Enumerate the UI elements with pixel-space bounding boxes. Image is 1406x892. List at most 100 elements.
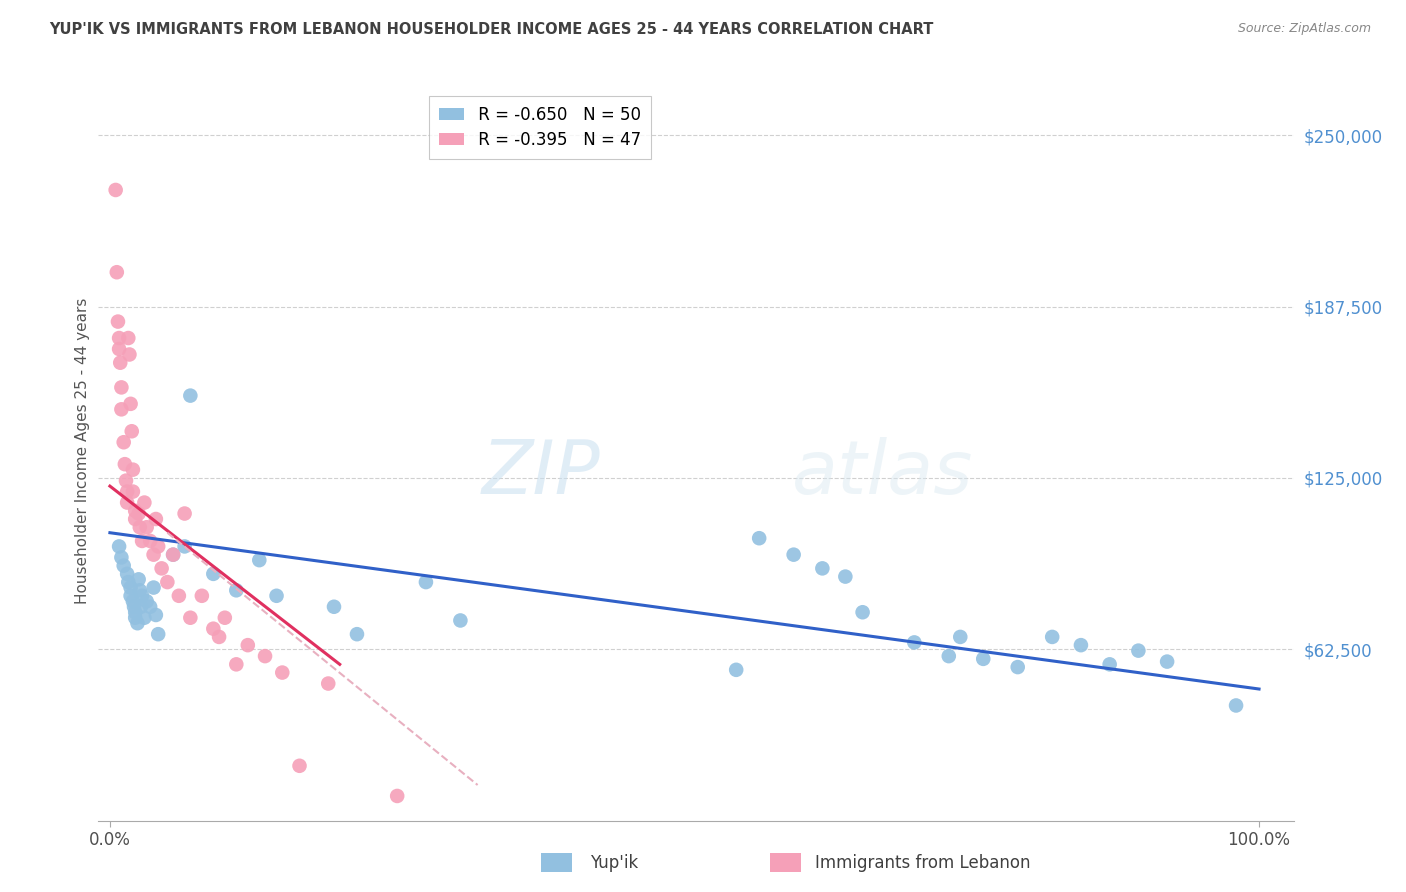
Point [266,589,288,603]
Point [120,581,142,595]
Point [225,657,247,672]
Point [148,540,170,554]
Point [208,630,231,644]
Point [148,627,170,641]
Point [118,347,141,361]
Point [115,484,138,499]
Point [834,569,856,583]
Point [179,611,201,625]
Point [173,507,195,521]
Point [108,540,131,554]
Point [247,553,270,567]
Point [145,607,167,622]
Point [112,435,135,450]
Point [167,589,190,603]
Point [104,183,127,197]
Point [120,397,142,411]
Point [162,548,184,562]
Point [202,566,225,581]
Point [115,566,138,581]
Point [150,561,173,575]
Point [122,463,145,477]
Text: Immigrants from Lebanon: Immigrants from Lebanon [815,855,1031,872]
Point [852,605,875,619]
Point [139,599,162,614]
Point [938,649,960,664]
Point [449,614,471,628]
Point [105,265,128,279]
Point [107,315,129,329]
Point [1007,660,1029,674]
Point [145,512,167,526]
Point [142,581,165,595]
Point [124,512,146,526]
Point [115,495,138,509]
Y-axis label: Householder Income Ages 25 - 44 years: Householder Income Ages 25 - 44 years [75,297,90,604]
Point [110,402,132,417]
Point [128,572,150,586]
Point [114,457,136,471]
Point [1128,643,1150,657]
Point [162,548,184,562]
Legend:  R = -0.650   N = 50,  R = -0.395   N = 47: R = -0.650 N = 50, R = -0.395 N = 47 [429,96,651,159]
Point [385,789,409,803]
Point [811,561,834,575]
Text: atlas: atlas [792,437,973,508]
Point [225,583,247,598]
Point [122,594,145,608]
Point [108,342,131,356]
Point [1225,698,1247,713]
Point [110,550,132,565]
Point [725,663,748,677]
Point [117,331,139,345]
Point [124,504,146,518]
Point [415,575,437,590]
Point [214,611,236,625]
Point [128,583,150,598]
Point [134,611,156,625]
Point [134,495,156,509]
Point [1156,655,1178,669]
Point [323,599,346,614]
Point [122,484,145,499]
Text: Yup'ik: Yup'ik [591,855,638,872]
Point [346,627,368,641]
Point [254,649,277,664]
Point [173,540,195,554]
Text: ZIP: ZIP [482,437,600,508]
Point [128,507,150,521]
Point [135,594,157,608]
Point [903,635,925,649]
Point [782,548,804,562]
Point [972,652,994,666]
Point [748,531,770,545]
Text: YUP'IK VS IMMIGRANTS FROM LEBANON HOUSEHOLDER INCOME AGES 25 - 44 YEARS CORRELAT: YUP'IK VS IMMIGRANTS FROM LEBANON HOUSEH… [49,22,934,37]
Point [1098,657,1121,672]
Point [120,589,142,603]
Point [124,605,146,619]
Point [179,389,201,403]
Point [117,575,139,590]
Point [115,474,138,488]
Point [156,575,179,590]
Point [288,759,311,773]
Point [949,630,972,644]
Point [124,611,146,625]
Point [122,599,145,614]
Point [139,533,162,548]
Point [202,622,225,636]
Point [110,380,132,394]
Point [131,533,153,548]
Text: Source: ZipAtlas.com: Source: ZipAtlas.com [1237,22,1371,36]
Point [316,676,339,690]
Point [127,616,149,631]
Point [131,589,153,603]
Point [236,638,259,652]
Point [128,520,150,534]
Point [271,665,294,680]
Point [110,356,132,370]
Point [142,548,165,562]
Point [121,424,143,438]
Point [135,520,157,534]
Point [191,589,214,603]
